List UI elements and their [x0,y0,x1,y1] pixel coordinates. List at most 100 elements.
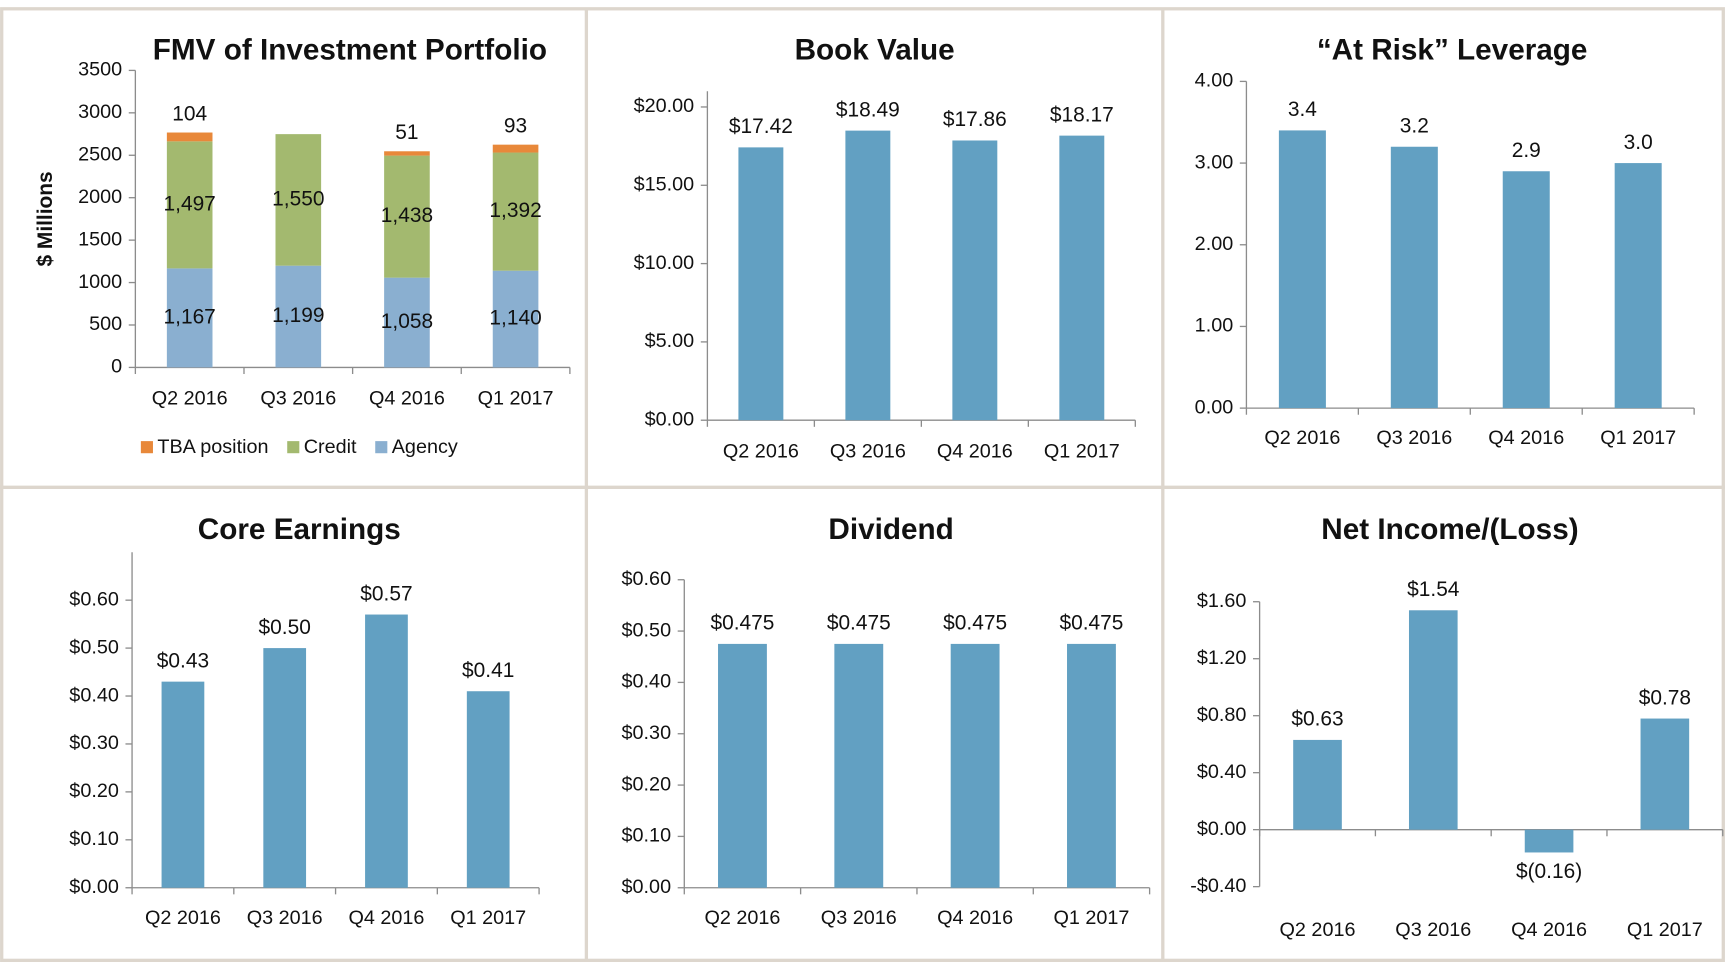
x-tick-label: Q3 2016 [1395,919,1471,941]
y-tick-label: $0.40 [1197,761,1247,783]
bar-segment [275,134,322,266]
data-label: 1,497 [164,192,216,215]
y-tick-label: $20.00 [634,95,695,117]
y-tick-label: $0.00 [645,408,695,430]
data-label: $0.475 [827,612,891,635]
bar [161,681,205,888]
y-tick-label: $0.60 [69,588,119,610]
data-label: 3.0 [1624,131,1653,154]
data-label: 51 [395,121,418,144]
y-tick-label: -$0.40 [1190,875,1246,897]
data-label: 1,438 [381,204,433,227]
bar [1502,171,1550,409]
x-tick-label: Q2 2016 [145,907,221,929]
x-tick-label: Q1 2017 [1627,919,1703,941]
y-tick-label: $1.20 [1197,647,1247,669]
bar-segment [166,268,213,368]
bar-segment [275,265,322,368]
y-tick-label: 0.00 [1195,396,1234,418]
y-tick-label: $0.20 [622,773,672,795]
data-label: $0.41 [462,659,514,682]
data-label: $0.63 [1291,708,1343,731]
y-tick-label: $0.00 [1197,818,1247,840]
legend-swatch [375,441,388,454]
bar [845,130,891,421]
legend-swatch [140,441,153,454]
data-label: $0.43 [157,649,209,672]
bar [1293,739,1342,830]
bar [466,691,510,888]
bar [365,614,408,888]
chart-title: “At Risk” Leverage [1317,34,1588,67]
y-tick-label: $0.20 [69,780,119,802]
data-label: $0.475 [1059,612,1123,635]
data-label: $0.475 [711,612,775,635]
data-label: 1,550 [272,187,324,210]
frame [0,7,1725,962]
x-tick-label: Q2 2016 [723,440,799,462]
x-tick-label: Q1 2017 [1600,427,1676,449]
x-tick-label: Q2 2016 [152,388,228,410]
legend-label: TBA position [157,436,268,458]
y-tick-label: $0.00 [622,876,672,898]
bar [263,648,307,888]
x-tick-label: Q3 2016 [1376,427,1452,449]
y-tick-label: 3.00 [1195,151,1234,173]
legend-label: Agency [392,436,458,458]
bar [1640,718,1690,830]
y-tick-label: $0.50 [69,636,119,658]
x-tick-label: Q1 2017 [1053,907,1129,929]
x-tick-label: Q1 2017 [478,388,554,410]
data-label: 1,140 [489,307,541,330]
bar [952,140,998,421]
y-tick-label: $0.60 [622,568,672,590]
y-tick-label: $0.80 [1197,704,1247,726]
x-tick-label: Q4 2016 [937,440,1013,462]
y-tick-label: 2000 [78,186,122,208]
data-label: $17.42 [729,115,793,138]
x-tick-label: Q2 2016 [1280,919,1356,941]
data-label: $17.86 [943,108,1007,131]
y-tick-label: 3000 [78,101,122,123]
bar-segment [384,155,430,278]
bar [1390,146,1438,409]
x-tick-label: Q1 2017 [1044,440,1120,462]
y-tick-label: $0.30 [622,722,672,744]
data-label: $18.49 [836,98,900,121]
bar [1614,163,1662,409]
bar [738,147,784,421]
x-tick-label: Q3 2016 [821,907,897,929]
x-tick-label: Q3 2016 [260,388,336,410]
y-tick-label: $15.00 [634,174,695,196]
y-tick-label: $0.30 [69,732,119,754]
y-tick-label: 2500 [78,143,122,165]
bar [718,643,767,888]
x-tick-label: Q4 2016 [369,388,445,410]
data-label: $18.17 [1050,103,1114,126]
data-label: 1,167 [164,305,216,328]
y-tick-label: $0.10 [69,828,119,850]
data-label: $0.57 [360,582,412,605]
y-tick-label: $5.00 [645,330,695,352]
bar [834,643,884,888]
data-label: $0.78 [1639,686,1691,709]
y-tick-label: 1000 [78,271,122,293]
data-label: 93 [504,115,527,138]
y-tick-label: 0 [111,356,122,378]
bar [1408,610,1458,830]
y-tick-label: 3500 [78,59,122,81]
x-tick-label: Q2 2016 [704,907,780,929]
data-label: 2.9 [1512,139,1541,162]
data-label: 1,392 [489,199,541,222]
y-tick-label: $0.10 [622,825,672,847]
data-label: $0.50 [259,616,311,639]
x-tick-label: Q3 2016 [830,440,906,462]
chart-title: FMV of Investment Portfolio [153,34,547,67]
y-tick-label: $0.40 [622,671,672,693]
x-tick-label: Q4 2016 [937,907,1013,929]
data-label: $0.475 [943,612,1007,635]
bar-segment [384,151,430,156]
bar-segment [492,270,539,368]
bar [1067,643,1116,888]
